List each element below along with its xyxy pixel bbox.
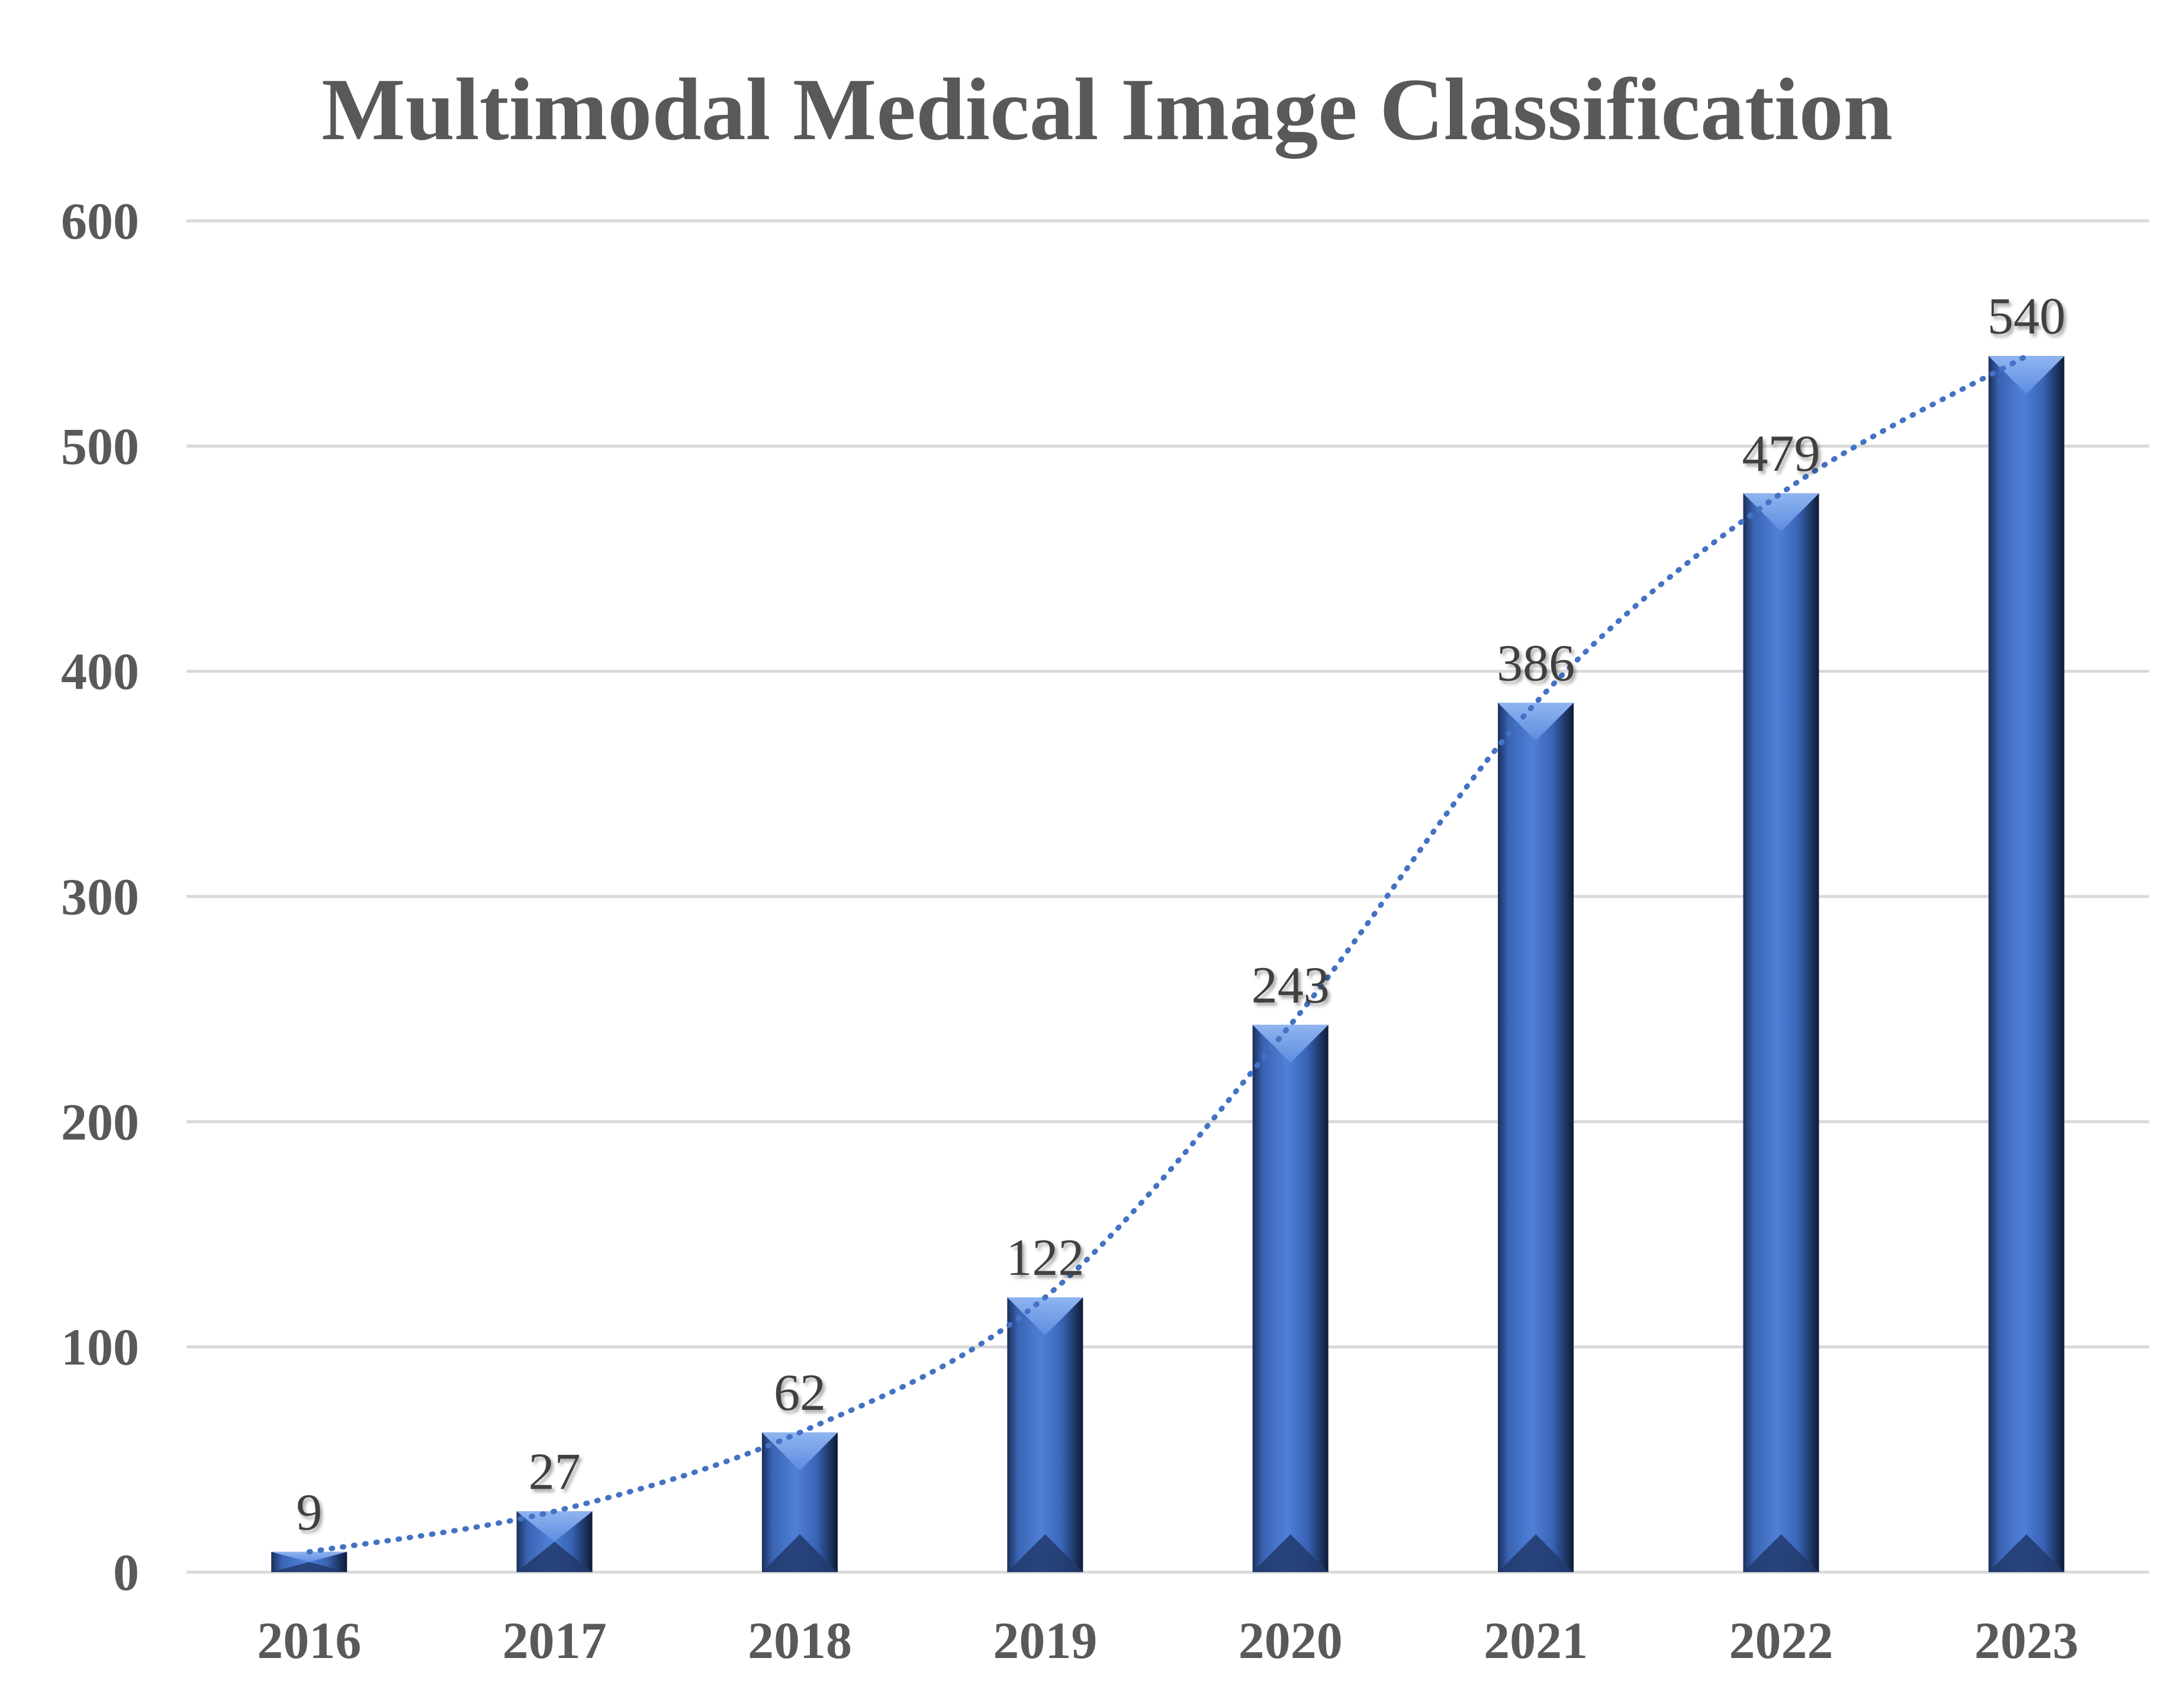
bar-bevel-bottom (1743, 1534, 1819, 1572)
x-tick-label: 2019 (993, 1612, 1097, 1670)
bar-bevel-bottom (1988, 1534, 2064, 1572)
y-tick-label: 200 (61, 1094, 139, 1151)
bar-bevel-top (1007, 1297, 1083, 1335)
data-labels: 9 27 62 122 243 386 479 540 (296, 288, 2066, 1541)
x-tick-label: 2016 (257, 1612, 361, 1670)
bar-bevel-top (1743, 493, 1819, 532)
data-label: 540 (1987, 288, 2066, 345)
y-tick-label: 400 (61, 644, 139, 701)
bar (1988, 356, 2064, 1573)
bar-bevel-bottom (1007, 1534, 1083, 1572)
bar-bevel-top (516, 1511, 593, 1542)
bar-bevel-top (1988, 356, 2064, 394)
bars (271, 356, 2064, 1573)
bar-body (1252, 1024, 1329, 1572)
bar-bevel-bottom (761, 1534, 838, 1572)
chart-title: Multimodal Medical Image Classification (321, 60, 1893, 159)
bar-bevel-bottom (516, 1541, 593, 1572)
bar (1007, 1297, 1083, 1572)
x-tick-label: 2018 (748, 1612, 852, 1670)
bar-bevel-bottom (1498, 1534, 1574, 1572)
x-axis: 2016 2017 2018 2019 2020 2021 2022 2023 (257, 1612, 2079, 1670)
x-tick-label: 2022 (1729, 1612, 1833, 1670)
data-label: 62 (774, 1364, 826, 1422)
bar-body (1007, 1297, 1083, 1572)
y-tick-label: 300 (61, 869, 139, 926)
y-tick-label: 500 (61, 418, 139, 475)
bar-bevel-bottom (271, 1561, 348, 1572)
data-label: 386 (1497, 635, 1575, 692)
bar (516, 1511, 593, 1572)
x-tick-label: 2021 (1484, 1612, 1588, 1670)
bar-bevel-top (271, 1551, 348, 1562)
bar-body (1498, 702, 1574, 1572)
bar (271, 1551, 348, 1572)
y-tick-label: 100 (61, 1319, 139, 1377)
data-label: 243 (1252, 957, 1330, 1014)
x-tick-label: 2020 (1239, 1612, 1343, 1670)
bar (761, 1432, 838, 1572)
bar-bevel-top (1252, 1024, 1329, 1063)
x-tick-label: 2023 (1974, 1612, 2079, 1670)
data-label: 479 (1742, 425, 1820, 483)
y-tick-label: 600 (61, 193, 139, 250)
bar-body (1743, 493, 1819, 1572)
y-tick-label: 0 (113, 1544, 139, 1602)
y-axis: 0 100 200 300 400 500 600 (61, 193, 139, 1602)
bar (1252, 1024, 1329, 1572)
x-tick-label: 2017 (503, 1612, 607, 1670)
data-label: 122 (1006, 1229, 1084, 1287)
bar-bevel-bottom (1252, 1534, 1329, 1572)
gridlines (186, 219, 2149, 1574)
bar (1498, 702, 1574, 1572)
bar (1743, 493, 1819, 1572)
data-label: 9 (296, 1484, 322, 1541)
trend-line (306, 353, 2029, 1555)
bar-body (1988, 356, 2064, 1573)
data-label: 27 (529, 1443, 581, 1500)
bar-bevel-top (1498, 702, 1574, 741)
